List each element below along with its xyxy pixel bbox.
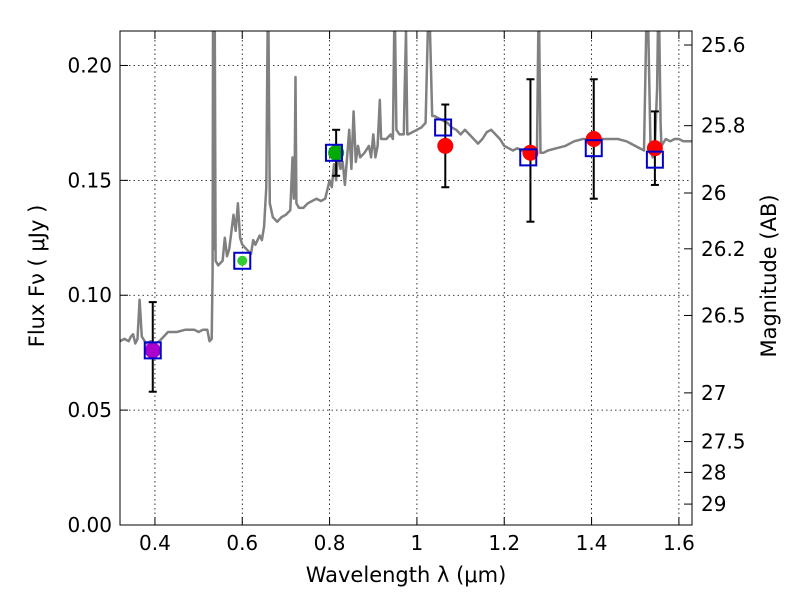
- model-square: [434, 118, 453, 137]
- mag-tick-label: 29: [701, 492, 726, 516]
- mag-tick-label: 27.5: [701, 430, 746, 454]
- observed-point: [646, 140, 663, 157]
- x-tick-label: 1.4: [576, 531, 608, 555]
- model-square: [324, 143, 343, 162]
- y-tick-label: 0.10: [67, 283, 112, 307]
- x-tick-label: 0.6: [226, 531, 258, 555]
- observed-point: [328, 144, 345, 161]
- model-square: [519, 148, 538, 167]
- x-axis-label: Wavelength λ (μm): [306, 563, 507, 587]
- y-tick-label: 0.05: [67, 398, 112, 422]
- plot-content: [120, 31, 692, 393]
- mag-tick-label: 25.6: [701, 33, 746, 57]
- y-tick-label: 0.20: [67, 53, 112, 77]
- y-tick-label: 0.00: [67, 513, 112, 537]
- x-tick-label: 0.4: [139, 531, 171, 555]
- observed-point: [144, 342, 161, 359]
- model-square: [233, 251, 252, 270]
- axis-ticks: 0.4 0.6 0.8 1 1.2 1.4 1.6 0.00 0.05 0.10 0.15 0.20 2…: [67, 31, 746, 555]
- y-axis-label: Flux Fν ( μJy ): [25, 205, 49, 348]
- y2-axis-label: Magnitude (AB): [757, 194, 781, 357]
- observed-point: [585, 130, 602, 147]
- mag-tick-label: 26: [701, 181, 726, 205]
- spectrum-line: [120, 31, 692, 345]
- x-tick-label: 1.2: [488, 531, 520, 555]
- x-tick-label: 1: [411, 531, 424, 555]
- observed-point: [437, 137, 454, 154]
- mag-tick-label: 26.5: [701, 303, 746, 327]
- plot-frame: [119, 30, 693, 526]
- plot-area: [120, 31, 692, 393]
- mag-tick-label: 28: [701, 460, 726, 484]
- model-square: [645, 150, 664, 169]
- mag-tick-label: 25.8: [701, 114, 746, 138]
- observed-point: [237, 255, 248, 266]
- y-tick-label: 0.15: [67, 168, 112, 192]
- mag-tick-label: 26.2: [701, 237, 746, 261]
- x-tick-label: 1.6: [663, 531, 695, 555]
- mag-tick-label: 27: [701, 381, 726, 405]
- model-square: [584, 139, 603, 158]
- model-square: [143, 341, 162, 360]
- x-tick-label: 0.8: [314, 531, 346, 555]
